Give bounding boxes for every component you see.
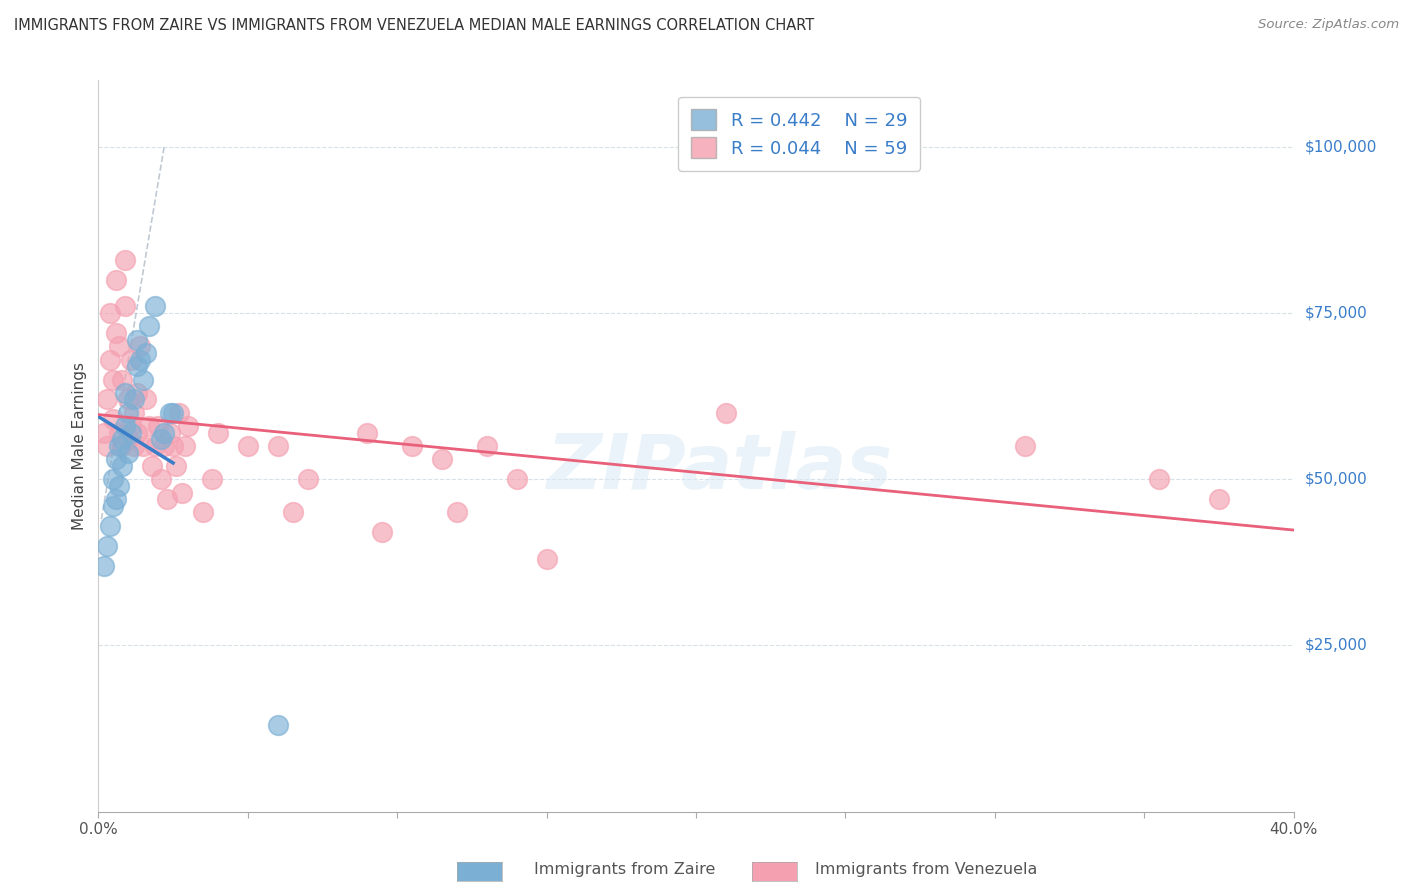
Point xyxy=(159,425,181,440)
Point xyxy=(159,406,181,420)
Point xyxy=(127,359,149,374)
Text: $50,000: $50,000 xyxy=(1305,472,1368,487)
Point xyxy=(114,419,136,434)
Point xyxy=(114,385,136,400)
Point xyxy=(124,392,146,407)
Point xyxy=(1208,492,1230,507)
Point xyxy=(129,339,152,353)
Point xyxy=(127,425,149,440)
Point xyxy=(117,445,139,459)
Point xyxy=(129,352,152,367)
Point xyxy=(111,439,134,453)
Point xyxy=(108,339,131,353)
Point xyxy=(150,472,173,486)
Point xyxy=(111,372,134,386)
Point xyxy=(111,458,134,473)
Point xyxy=(127,385,149,400)
Text: ZIPatlas: ZIPatlas xyxy=(547,431,893,505)
Point xyxy=(167,406,190,420)
Point xyxy=(117,433,139,447)
Point xyxy=(267,718,290,732)
Point xyxy=(536,552,558,566)
Point xyxy=(148,419,170,434)
Point xyxy=(356,425,378,440)
Point xyxy=(105,492,128,507)
Point xyxy=(132,372,155,386)
Point xyxy=(108,439,131,453)
Point xyxy=(191,506,214,520)
Text: IMMIGRANTS FROM ZAIRE VS IMMIGRANTS FROM VENEZUELA MEDIAN MALE EARNINGS CORRELAT: IMMIGRANTS FROM ZAIRE VS IMMIGRANTS FROM… xyxy=(14,18,814,33)
Point xyxy=(430,452,453,467)
Point xyxy=(96,439,118,453)
Text: $25,000: $25,000 xyxy=(1305,638,1368,653)
Point xyxy=(138,319,160,334)
Point xyxy=(114,252,136,267)
Point xyxy=(162,406,184,420)
Point xyxy=(98,306,122,320)
Point xyxy=(1014,439,1036,453)
Legend: R = 0.442    N = 29, R = 0.044    N = 59: R = 0.442 N = 29, R = 0.044 N = 59 xyxy=(679,96,920,171)
Point xyxy=(506,472,529,486)
Point xyxy=(143,439,166,453)
Point xyxy=(114,299,136,313)
Point xyxy=(124,406,146,420)
Point xyxy=(236,439,259,453)
Point xyxy=(98,352,122,367)
Point xyxy=(141,458,163,473)
Point xyxy=(174,439,197,453)
Point xyxy=(103,412,125,426)
Point xyxy=(150,433,173,447)
Point xyxy=(156,492,179,507)
Point xyxy=(103,372,125,386)
Point xyxy=(138,419,160,434)
Point xyxy=(143,299,166,313)
Point xyxy=(127,333,149,347)
Point xyxy=(108,425,131,440)
Point xyxy=(446,506,468,520)
Point xyxy=(105,452,128,467)
Text: Immigrants from Zaire: Immigrants from Zaire xyxy=(534,863,716,877)
Point xyxy=(153,425,176,440)
Point xyxy=(297,472,319,486)
Point xyxy=(98,518,122,533)
Point xyxy=(132,439,155,453)
Point xyxy=(135,346,157,360)
Point xyxy=(103,499,125,513)
Point xyxy=(207,425,229,440)
Point xyxy=(120,419,142,434)
Point xyxy=(177,419,200,434)
Point xyxy=(103,472,125,486)
Point xyxy=(371,525,394,540)
Text: $100,000: $100,000 xyxy=(1305,139,1376,154)
Point xyxy=(96,539,118,553)
Point xyxy=(1147,472,1170,486)
Point xyxy=(117,392,139,407)
Point xyxy=(401,439,423,453)
Point xyxy=(96,392,118,407)
Point xyxy=(108,479,131,493)
Point xyxy=(120,425,142,440)
Point xyxy=(714,406,737,420)
Point xyxy=(124,439,146,453)
Point xyxy=(281,506,304,520)
Point xyxy=(165,458,187,473)
Y-axis label: Median Male Earnings: Median Male Earnings xyxy=(72,362,87,530)
Text: Immigrants from Venezuela: Immigrants from Venezuela xyxy=(815,863,1038,877)
Point xyxy=(93,558,115,573)
Point xyxy=(117,406,139,420)
Point xyxy=(93,425,115,440)
Point xyxy=(105,273,128,287)
Point xyxy=(172,485,194,500)
Point xyxy=(105,326,128,340)
Text: Source: ZipAtlas.com: Source: ZipAtlas.com xyxy=(1258,18,1399,31)
Point xyxy=(153,439,176,453)
Point xyxy=(475,439,498,453)
Text: $75,000: $75,000 xyxy=(1305,306,1368,320)
Point xyxy=(120,352,142,367)
Point xyxy=(162,439,184,453)
Point xyxy=(111,433,134,447)
Point xyxy=(267,439,290,453)
Point xyxy=(135,392,157,407)
Point xyxy=(201,472,224,486)
